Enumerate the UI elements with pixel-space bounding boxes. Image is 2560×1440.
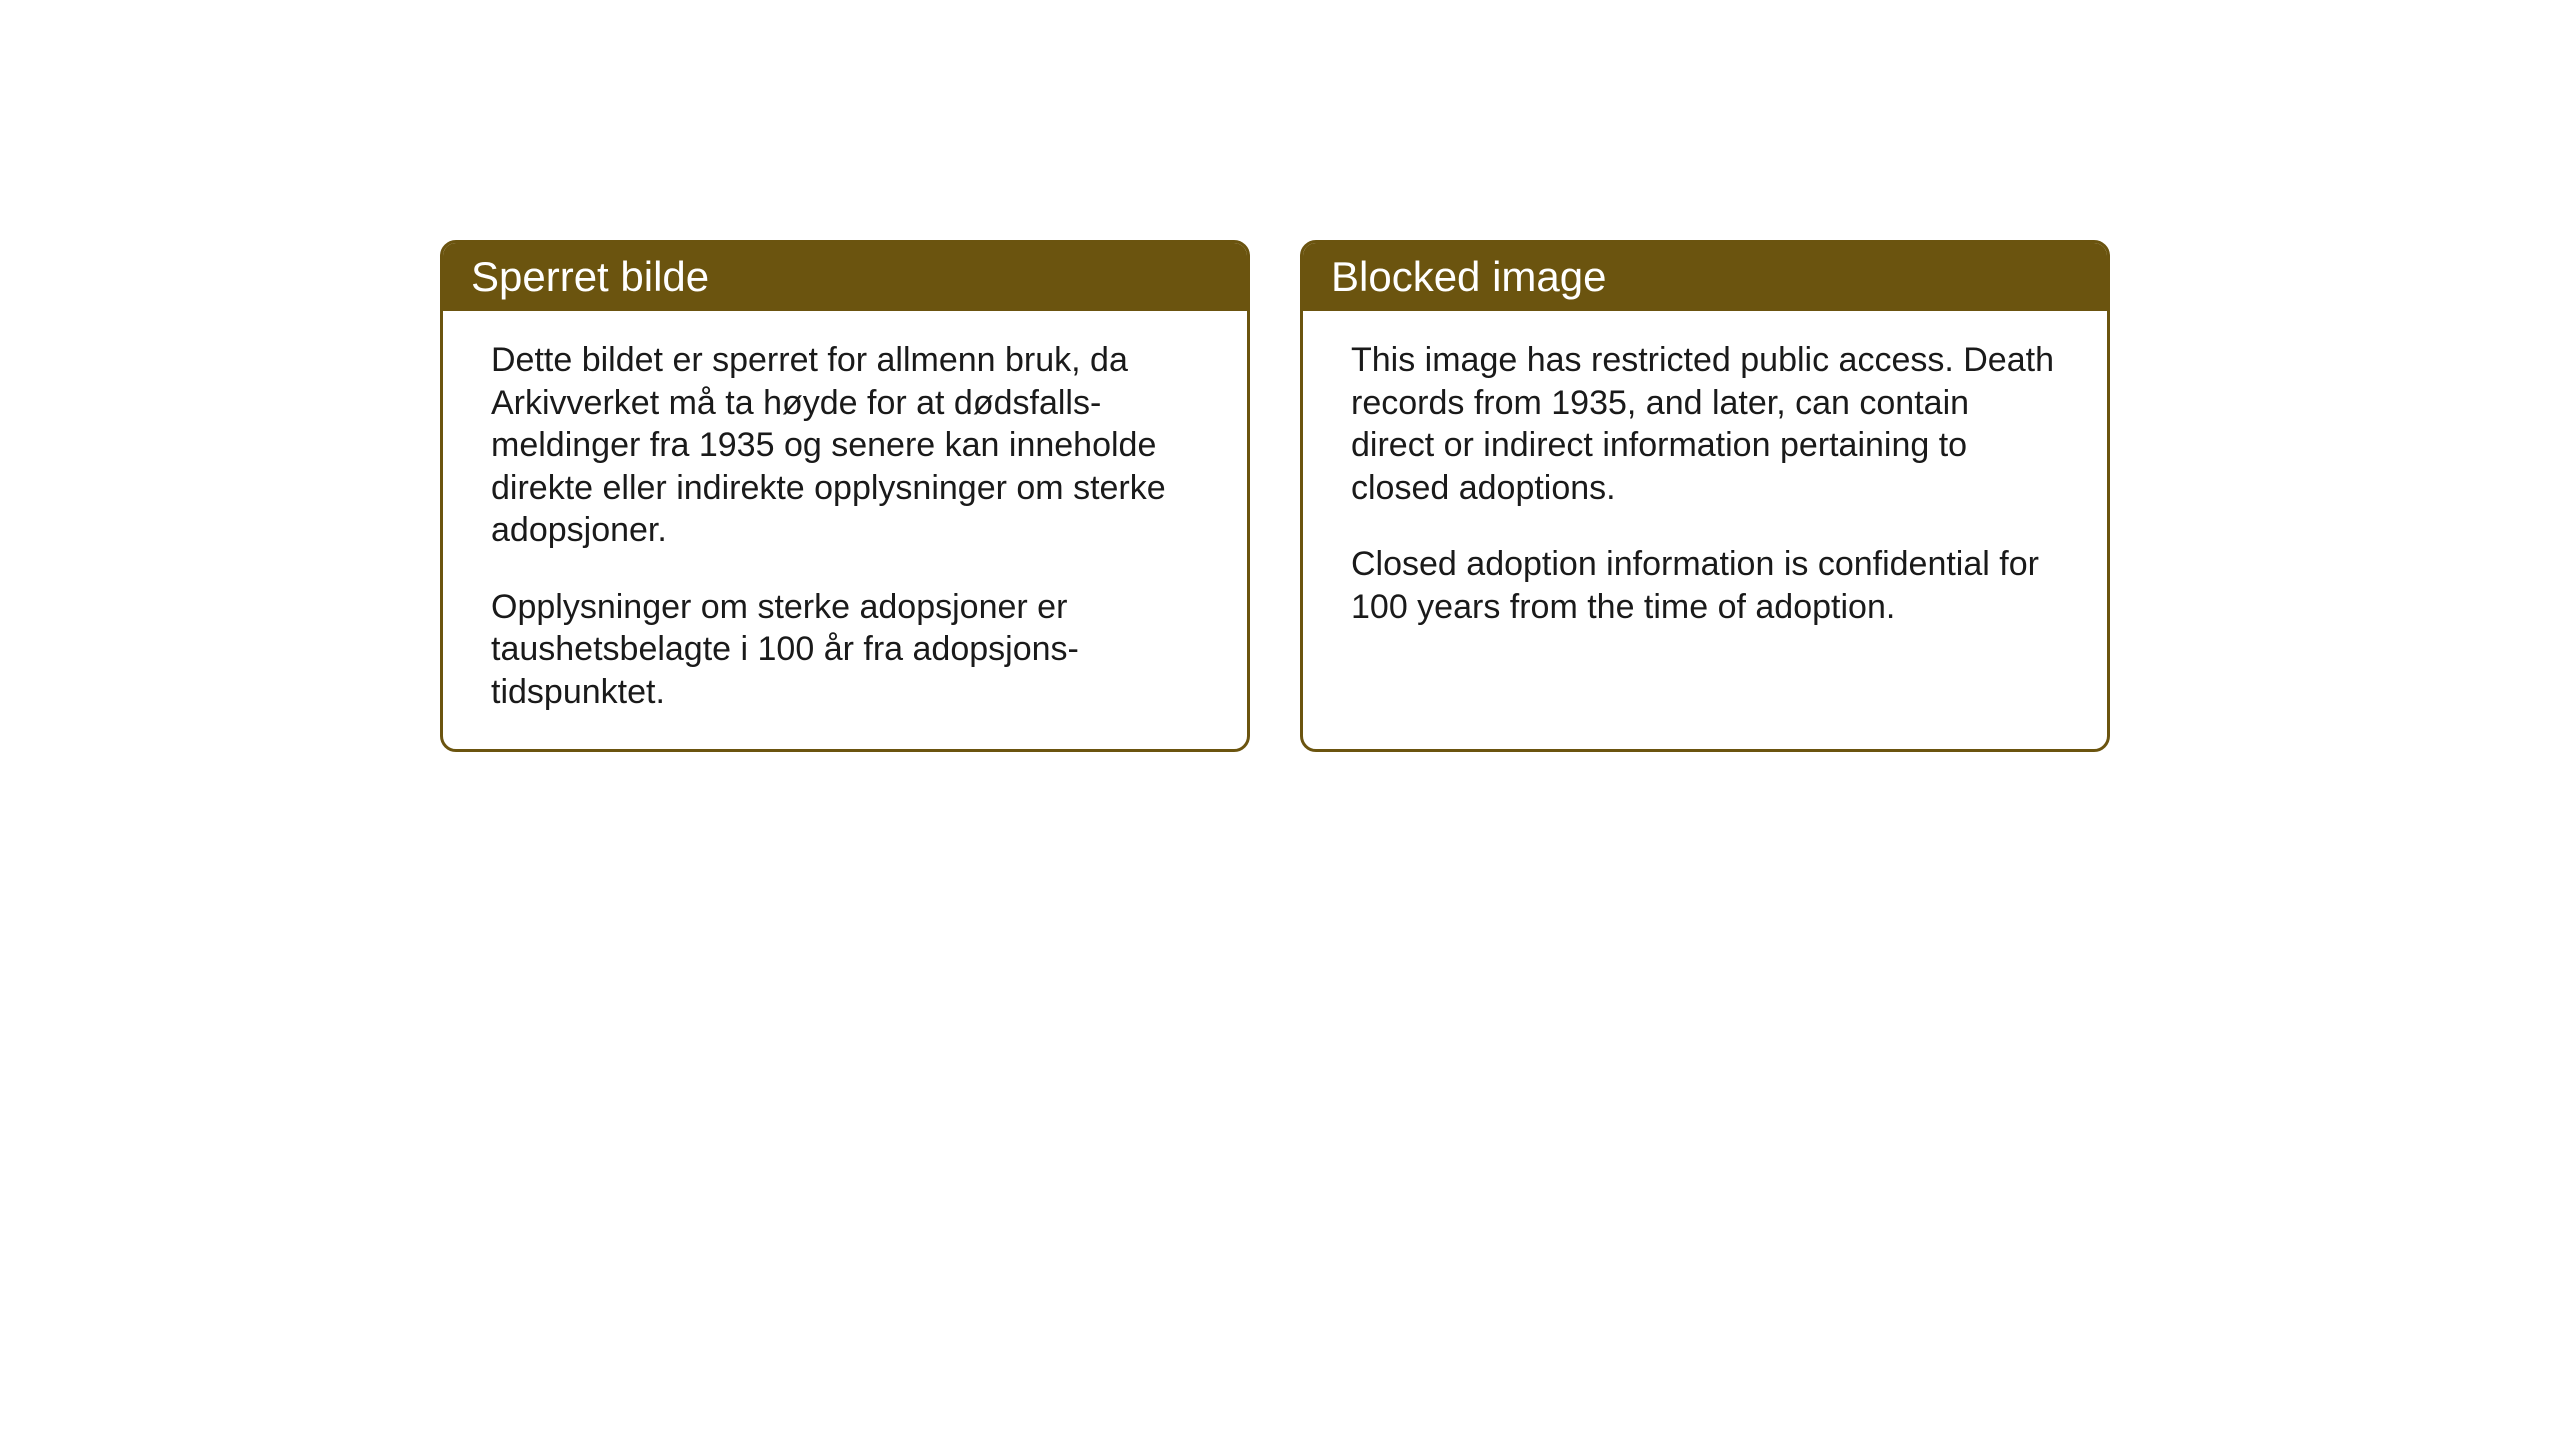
card-header-english: Blocked image [1303, 243, 2107, 311]
notice-container: Sperret bilde Dette bildet er sperret fo… [0, 0, 2560, 992]
paragraph-nb-1: Dette bildet er sperret for allmenn bruk… [491, 339, 1199, 552]
paragraph-en-2: Closed adoption information is confident… [1351, 543, 2059, 628]
paragraph-en-1: This image has restricted public access.… [1351, 339, 2059, 509]
card-title-english: Blocked image [1331, 253, 1606, 300]
paragraph-nb-2: Opplysninger om sterke adopsjoner er tau… [491, 586, 1199, 714]
notice-card-norwegian: Sperret bilde Dette bildet er sperret fo… [440, 240, 1250, 752]
card-title-norwegian: Sperret bilde [471, 253, 709, 300]
card-header-norwegian: Sperret bilde [443, 243, 1247, 311]
notice-card-english: Blocked image This image has restricted … [1300, 240, 2110, 752]
card-body-english: This image has restricted public access.… [1303, 311, 2107, 731]
card-body-norwegian: Dette bildet er sperret for allmenn bruk… [443, 311, 1247, 749]
